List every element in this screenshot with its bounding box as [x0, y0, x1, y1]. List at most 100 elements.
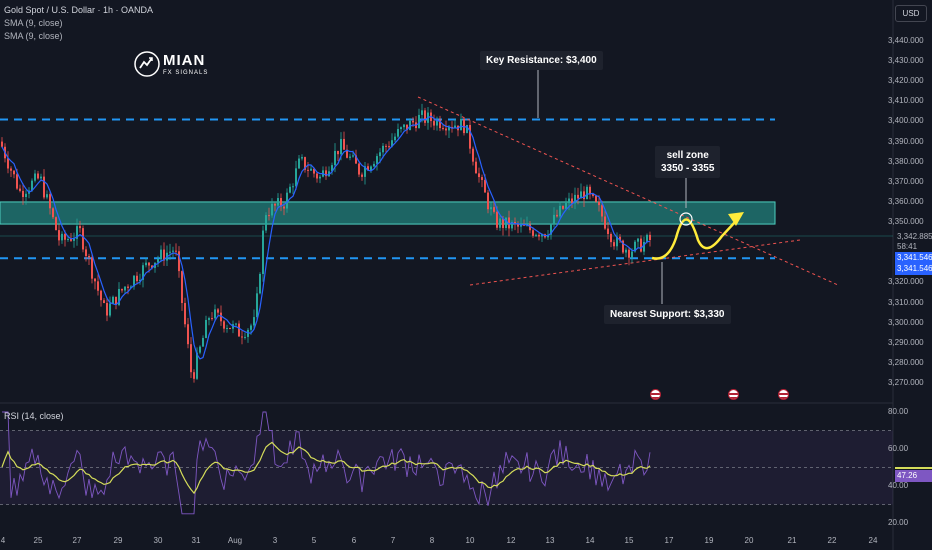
candle-body	[49, 194, 51, 209]
candle-body	[361, 174, 363, 177]
mian-logo: MIAN FX SIGNALS	[133, 50, 207, 83]
candle-body	[229, 328, 231, 330]
candle-body	[562, 205, 564, 209]
candle-body	[505, 217, 507, 229]
price-tick-label: 3,350.000	[888, 217, 924, 227]
sell-zone-label: sell zone 3350 - 3355	[655, 146, 721, 178]
candle-body	[538, 234, 540, 237]
candle-body	[499, 218, 501, 228]
candle-body	[64, 233, 66, 240]
candle-body	[115, 296, 117, 305]
nearest-support-label: Nearest Support: $3,330	[604, 305, 731, 324]
time-tick-label: 10	[465, 536, 475, 545]
candle-body	[481, 177, 483, 180]
candle-body	[208, 318, 210, 320]
rsi-tick-label: 40.00	[888, 481, 909, 490]
current-price-tag: 3,342.885	[895, 231, 932, 243]
candle-body	[466, 124, 468, 134]
candle-body	[202, 337, 204, 347]
price-tick-label: 3,280.000	[888, 357, 924, 367]
candle-body	[148, 262, 150, 266]
candle-countdown: 58:41	[895, 241, 932, 253]
candle-body	[385, 145, 387, 147]
price-tick-label: 3,430.000	[888, 56, 924, 66]
candle-body	[268, 215, 270, 217]
candle-body	[376, 156, 378, 164]
candle-body	[604, 216, 606, 229]
candle-body	[184, 303, 186, 325]
candle-body	[169, 251, 171, 253]
candle-body	[598, 201, 600, 206]
candle-body	[433, 121, 435, 126]
price-tick-label: 3,420.000	[888, 76, 924, 86]
price-tick-label: 3,380.000	[888, 156, 924, 166]
candle-body	[316, 173, 318, 179]
candle-body	[343, 138, 345, 150]
time-tick-label: 5	[311, 536, 317, 545]
us-event-flag-icon[interactable]	[778, 389, 789, 400]
rsi-line	[2, 411, 651, 515]
logo-subtitle: FX SIGNALS	[163, 70, 209, 76]
candle-body	[211, 318, 213, 320]
candle-body	[490, 207, 492, 210]
candle-body	[589, 186, 591, 194]
candle-body	[7, 158, 9, 169]
projection-arrowhead	[728, 212, 744, 226]
candle-body	[172, 250, 174, 252]
symbol-title[interactable]: Gold Spot / U.S. Dollar · 1h · OANDA	[4, 5, 154, 15]
currency-button[interactable]: USD	[895, 5, 927, 22]
price-tick-label: 3,270.000	[888, 378, 924, 387]
candle-body	[235, 323, 237, 325]
candle-body	[238, 323, 240, 337]
sma-indicator-1[interactable]: SMA (9, close)	[4, 18, 63, 28]
time-tick-label: 22	[827, 536, 837, 545]
candle-body	[559, 205, 561, 217]
candle-body	[244, 336, 246, 338]
candle-body	[508, 217, 510, 229]
candle-body	[355, 155, 357, 164]
candle-body	[619, 236, 621, 241]
us-event-flag-icon[interactable]	[650, 389, 661, 400]
rsi-tick-label: 20.00	[888, 518, 909, 527]
candle-body	[445, 128, 447, 131]
candle-body	[241, 336, 243, 338]
candle-body	[157, 258, 159, 263]
price-tick-label: 3,390.000	[888, 136, 924, 146]
candle-body	[73, 238, 75, 241]
candle-body	[187, 324, 189, 345]
candle-body	[541, 234, 543, 237]
candle-body	[175, 250, 177, 252]
candle-body	[196, 352, 198, 379]
candle-body	[214, 309, 216, 319]
candle-body	[109, 303, 111, 316]
candle-body	[610, 233, 612, 243]
price-tick-label: 3,440.000	[888, 36, 924, 45]
rsi-indicator-title[interactable]: RSI (14, close)	[4, 411, 64, 421]
candle-body	[226, 328, 228, 330]
candle-body	[94, 278, 96, 282]
candle-body	[22, 190, 24, 198]
us-event-flag-icon[interactable]	[728, 389, 739, 400]
candle-body	[352, 155, 354, 157]
candle-body	[484, 179, 486, 193]
candle-body	[634, 241, 636, 252]
candle-body	[199, 346, 201, 353]
candle-body	[250, 325, 252, 330]
candle-body	[91, 257, 93, 279]
candle-body	[358, 163, 360, 175]
candle-body	[145, 262, 147, 266]
candle-body	[139, 279, 141, 282]
candle-body	[67, 238, 69, 240]
candle-body	[46, 194, 48, 198]
candle-body	[406, 124, 408, 131]
time-tick-label: 30	[153, 536, 163, 545]
candle-body	[346, 149, 348, 158]
candle-body	[412, 120, 414, 123]
candle-body	[364, 166, 366, 177]
candle-body	[517, 223, 519, 227]
time-tick-label: 13	[545, 536, 555, 545]
sma-indicator-2[interactable]: SMA (9, close)	[4, 31, 63, 41]
candle-body	[331, 165, 333, 172]
